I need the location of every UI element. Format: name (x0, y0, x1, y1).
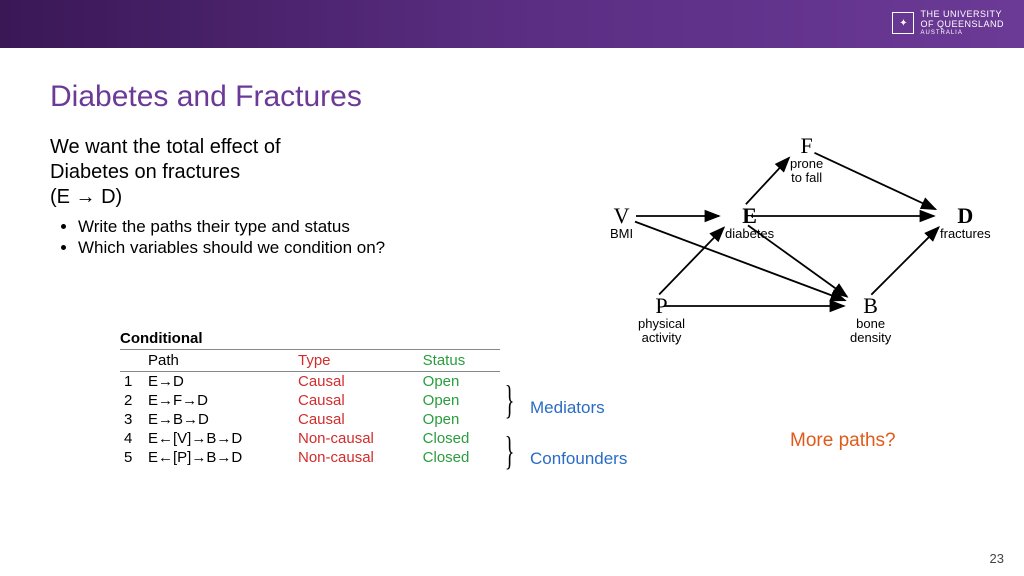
table-row: 3E→B→DCausalOpen (120, 410, 500, 429)
conditional-table: Path Type Status 1E→DCausalOpen2E→F→DCau… (120, 349, 500, 467)
row-path: E←[P]→B→D (144, 448, 294, 467)
mediators-label: Mediators (530, 398, 605, 418)
table-row: 2E→F→DCausalOpen (120, 391, 500, 410)
intro-line3: (E → D) (50, 185, 510, 210)
row-type: Causal (294, 391, 419, 410)
row-type: Non-causal (294, 448, 419, 467)
uni-line2: OF QUEENSLAND (920, 20, 1004, 30)
intro-line2: Diabetes on fractures (50, 160, 510, 185)
row-num: 3 (120, 410, 144, 429)
edge-P-E (659, 228, 724, 295)
more-paths-label: More paths? (790, 430, 896, 452)
table-row: 1E→DCausalOpen (120, 372, 500, 392)
university-logo: ✦ THE UNIVERSITY OF QUEENSLAND AUSTRALIA (892, 10, 1004, 36)
node-V: VBMI (610, 205, 633, 241)
brace-mediators-icon: } (505, 376, 515, 423)
table-row: 4E←[V]→B→DNon-causalClosed (120, 429, 500, 448)
node-label: bone (850, 317, 891, 331)
node-label: density (850, 331, 891, 345)
row-status: Open (419, 391, 500, 410)
node-letter: B (850, 295, 891, 317)
th-path: Path (144, 350, 294, 372)
th-type: Type (294, 350, 419, 372)
node-P: Pphysicalactivity (638, 295, 685, 346)
row-path: E→B→D (144, 410, 294, 429)
intro-bullets: Write the paths their type and status Wh… (50, 216, 510, 259)
node-label: diabetes (725, 227, 774, 241)
node-label: fractures (940, 227, 991, 241)
node-letter: E (725, 205, 774, 227)
edge-F-D (814, 153, 935, 209)
edge-B-D (871, 227, 938, 294)
node-label: activity (638, 331, 685, 345)
row-num: 1 (120, 372, 144, 392)
uni-line3: AUSTRALIA (920, 30, 1004, 37)
table-caption: Conditional (120, 330, 500, 347)
row-status: Closed (419, 429, 500, 448)
row-num: 2 (120, 391, 144, 410)
bullet-1: Write the paths their type and status (78, 216, 510, 237)
node-label: BMI (610, 227, 633, 241)
node-letter: D (940, 205, 991, 227)
row-path: E←[V]→B→D (144, 429, 294, 448)
node-label: physical (638, 317, 685, 331)
row-status: Open (419, 372, 500, 392)
university-name: THE UNIVERSITY OF QUEENSLAND AUSTRALIA (920, 10, 1004, 36)
header-bar: ✦ THE UNIVERSITY OF QUEENSLAND AUSTRALIA (0, 0, 1024, 48)
row-type: Causal (294, 372, 419, 392)
node-letter: P (638, 295, 685, 317)
slide-title: Diabetes and Fractures (50, 80, 362, 114)
intro-block: We want the total effect of Diabetes on … (50, 135, 510, 259)
node-F: Fproneto fall (790, 135, 823, 186)
edge-E-F (746, 158, 789, 205)
node-label: to fall (790, 171, 823, 185)
table-row: 5E←[P]→B→DNon-causalClosed (120, 448, 500, 467)
row-path: E→D (144, 372, 294, 392)
row-type: Non-causal (294, 429, 419, 448)
page-number: 23 (990, 551, 1004, 566)
row-num: 5 (120, 448, 144, 467)
diagram-arrows (570, 135, 990, 375)
node-E: Ediabetes (725, 205, 774, 241)
node-B: Bbonedensity (850, 295, 891, 346)
row-path: E→F→D (144, 391, 294, 410)
node-letter: V (610, 205, 633, 227)
causal-diagram: VBMI Ediabetes Dfractures Fproneto fall Pphy… (570, 135, 990, 375)
th-blank (120, 350, 144, 372)
confounders-label: Confounders (530, 449, 627, 469)
row-num: 4 (120, 429, 144, 448)
crest-icon: ✦ (892, 12, 914, 34)
row-status: Open (419, 410, 500, 429)
paths-table: Conditional Path Type Status 1E→DCausalO… (120, 330, 500, 467)
th-status: Status (419, 350, 500, 372)
node-letter: F (790, 135, 823, 157)
node-D: Dfractures (940, 205, 991, 241)
row-status: Closed (419, 448, 500, 467)
brace-confounders-icon: } (505, 427, 515, 474)
intro-line1: We want the total effect of (50, 135, 510, 160)
node-label: prone (790, 157, 823, 171)
row-type: Causal (294, 410, 419, 429)
bullet-2: Which variables should we condition on? (78, 237, 510, 258)
